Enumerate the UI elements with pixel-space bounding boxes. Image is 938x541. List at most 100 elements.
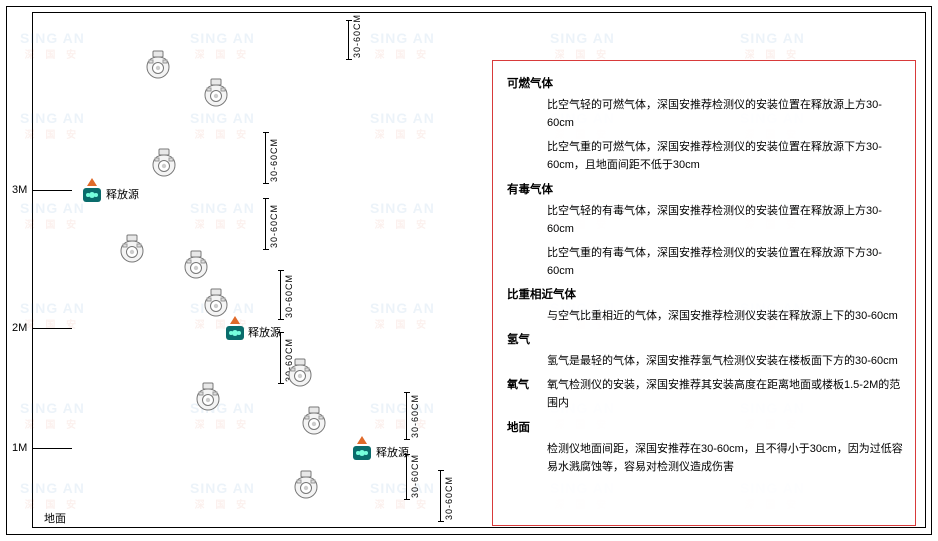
watermark-cn: 深 国 安	[370, 316, 435, 331]
dimension-bracket	[406, 392, 407, 440]
release-source-icon	[82, 182, 102, 202]
panel-heading: 有毒气体	[507, 181, 903, 200]
dimension-bracket	[406, 454, 407, 500]
watermark: SING AN深 国 安	[370, 30, 435, 61]
source-box	[353, 446, 371, 460]
detector-icon	[194, 382, 222, 412]
watermark: SING AN深 国 安	[20, 200, 85, 231]
watermark-cn: 深 国 安	[370, 126, 435, 141]
watermark-en: SING AN	[20, 110, 85, 126]
watermark-cn: 深 国 安	[20, 126, 85, 141]
watermark: SING AN深 国 安	[370, 110, 435, 141]
release-source-label: 释放源	[106, 186, 139, 202]
dimension-label: 30-60CM	[444, 472, 454, 520]
watermark-en: SING AN	[20, 30, 85, 46]
watermark: SING AN深 国 安	[370, 400, 435, 431]
panel-paragraph: 氧气检测仪的安装，深国安推荐其安装高度在距离地面或楼板1.5-2M的范围内	[547, 376, 903, 412]
watermark: SING AN深 国 安	[20, 400, 85, 431]
panel-heading: 比重相近气体	[507, 286, 903, 305]
watermark: SING AN深 国 安	[550, 30, 615, 61]
dimension-bracket	[265, 198, 266, 250]
detector-icon	[144, 50, 172, 80]
flame-icon	[230, 316, 240, 324]
panel-paragraph: 比空气重的有毒气体，深国安推荐检测仪的安装位置在释放源下方30-60cm	[547, 244, 903, 280]
source-box	[83, 188, 101, 202]
panel-paragraph: 与空气比重相近的气体，深国安推荐检测仪安装在释放源上下的30-60cm	[547, 307, 903, 325]
watermark-cn: 深 国 安	[190, 316, 255, 331]
dimension-bracket	[265, 132, 266, 184]
detector-icon	[202, 288, 230, 318]
watermark: SING AN深 国 安	[20, 30, 85, 61]
panel-heading: 地面	[507, 419, 903, 438]
release-source-icon	[225, 320, 245, 340]
dimension-bracket	[280, 270, 281, 320]
watermark-cn: 深 国 安	[20, 416, 85, 431]
watermark-cn: 深 国 安	[190, 126, 255, 141]
detector-icon	[292, 470, 320, 500]
watermark: SING AN深 国 安	[370, 300, 435, 331]
detector-icon	[182, 250, 210, 280]
watermark-cn: 深 国 安	[190, 496, 255, 511]
watermark-cn: 深 国 安	[190, 46, 255, 61]
watermark-en: SING AN	[190, 30, 255, 46]
watermark-en: SING AN	[550, 30, 615, 46]
watermark-cn: 深 国 安	[370, 216, 435, 231]
watermark-cn: 深 国 安	[370, 416, 435, 431]
dimension-bracket	[348, 20, 349, 60]
dimension-label: 30-60CM	[410, 394, 420, 438]
ground-label: 地面	[44, 510, 66, 526]
detector-icon	[118, 234, 146, 264]
dimension-label: 30-60CM	[269, 200, 279, 248]
watermark-en: SING AN	[370, 30, 435, 46]
watermark-en: SING AN	[740, 30, 805, 46]
watermark-en: SING AN	[370, 400, 435, 416]
dimension-label: 30-60CM	[284, 272, 294, 318]
watermark-cn: 深 国 安	[740, 46, 805, 61]
flame-icon	[357, 436, 367, 444]
height-tick	[32, 448, 72, 449]
watermark: SING AN深 国 安	[20, 480, 85, 511]
detector-icon	[202, 78, 230, 108]
height-label: 3M	[12, 184, 27, 196]
watermark-en: SING AN	[20, 200, 85, 216]
height-label: 1M	[12, 442, 27, 454]
panel-paragraph: 比空气轻的有毒气体，深国安推荐检测仪的安装位置在释放源上方30-60cm	[547, 202, 903, 238]
source-box	[226, 326, 244, 340]
watermark-cn: 深 国 安	[370, 496, 435, 511]
panel-paragraph: 检测仪地面间距，深国安推荐在30-60cm，且不得小于30cm，因为过低容易水溅…	[547, 440, 903, 476]
watermark-en: SING AN	[190, 480, 255, 496]
watermark-cn: 深 国 安	[20, 216, 85, 231]
watermark-cn: 深 国 安	[550, 46, 615, 61]
watermark-cn: 深 国 安	[20, 496, 85, 511]
watermark-en: SING AN	[370, 110, 435, 126]
watermark: SING AN深 国 安	[20, 300, 85, 331]
watermark-cn: 深 国 安	[20, 46, 85, 61]
watermark-en: SING AN	[370, 200, 435, 216]
panel-heading: 氢气	[507, 331, 903, 350]
panel-paragraph: 氢气是最轻的气体，深国安推荐氢气检测仪安装在楼板面下方的30-60cm	[547, 352, 903, 370]
watermark-en: SING AN	[20, 400, 85, 416]
watermark: SING AN深 国 安	[190, 480, 255, 511]
watermark: SING AN深 国 安	[370, 200, 435, 231]
dimension-label: 30-60CM	[410, 456, 420, 498]
release-source-label: 释放源	[248, 324, 281, 340]
detector-icon	[286, 358, 314, 388]
watermark: SING AN深 国 安	[370, 480, 435, 511]
watermark-en: SING AN	[20, 300, 85, 316]
release-source-icon	[352, 440, 372, 460]
detector-icon	[300, 406, 328, 436]
panel-heading: 氧气	[507, 376, 547, 394]
panel-heading: 可燃气体	[507, 75, 903, 94]
watermark: SING AN深 国 安	[20, 110, 85, 141]
watermark-cn: 深 国 安	[190, 416, 255, 431]
watermark-en: SING AN	[190, 110, 255, 126]
panel-paragraph: 比空气重的可燃气体，深国安推荐检测仪的安装位置在释放源下方30-60cm，且地面…	[547, 138, 903, 174]
watermark: SING AN深 国 安	[740, 30, 805, 61]
watermark-cn: 深 国 安	[190, 216, 255, 231]
dimension-bracket	[440, 470, 441, 522]
watermark: SING AN深 国 安	[190, 110, 255, 141]
detector-icon	[150, 148, 178, 178]
dimension-label: 30-60CM	[269, 134, 279, 182]
height-label: 2M	[12, 322, 27, 334]
release-source-label: 释放源	[376, 444, 409, 460]
